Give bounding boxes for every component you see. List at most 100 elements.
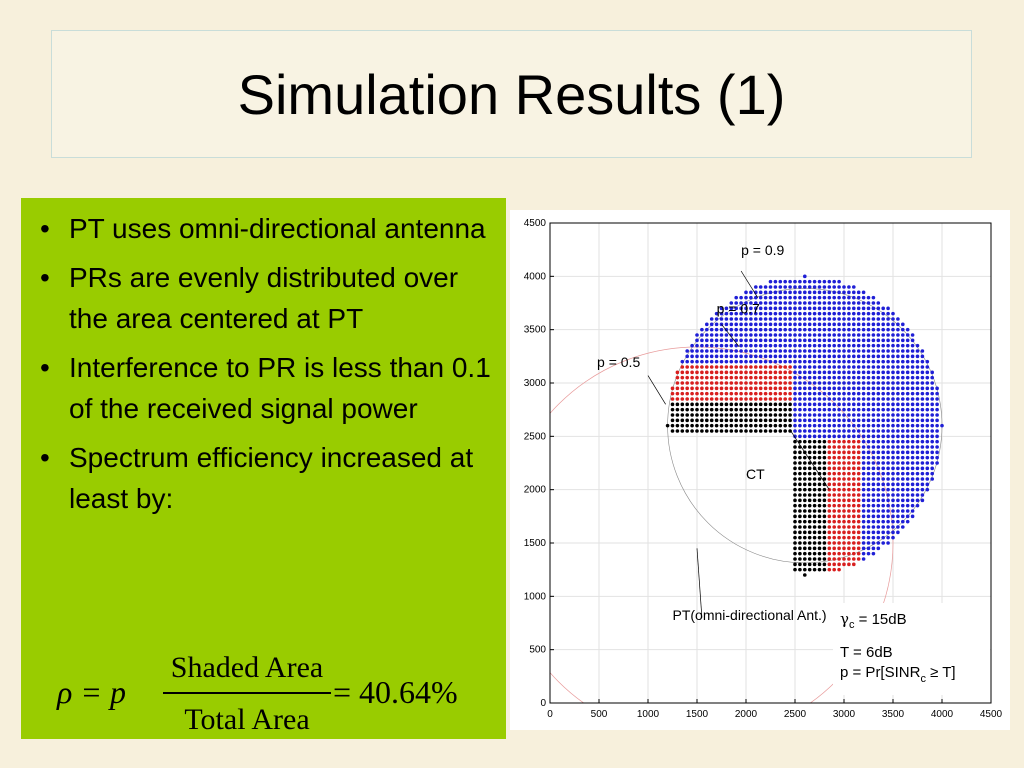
receiver-dot [680,407,685,412]
receiver-dot [876,477,881,481]
receiver-dot [783,343,787,348]
receiver-dot [719,423,724,428]
receiver-dot [719,386,724,391]
receiver-dot [690,429,694,433]
receiver-dot [832,557,836,561]
receiver-dot [837,530,841,535]
receiver-dot [891,455,895,460]
receiver-dot [788,311,792,316]
receiver-dot [700,375,704,380]
receiver-dot [881,509,885,513]
receiver-dot [827,525,832,529]
receiver-dot [837,551,841,556]
receiver-dot [719,311,724,316]
receiver-dot [817,546,822,551]
receiver-dot [881,477,885,481]
receiver-dot [744,295,748,300]
receiver-dot [837,370,841,375]
legend-gamma-value: = 15dB [854,611,906,628]
receiver-dot [866,455,871,460]
receiver-dot [886,375,890,380]
receiver-dot [803,466,807,471]
receiver-dot [680,391,685,396]
receiver-dot [744,301,748,305]
receiver-dot [773,306,778,311]
receiver-dot [719,333,724,337]
receiver-dot [719,407,724,412]
receiver-dot [700,327,704,332]
receiver-dot [807,434,812,439]
receiver-dot [734,381,738,385]
receiver-dot [837,397,841,401]
receiver-dot [812,487,817,492]
receiver-dot [925,375,930,380]
receiver-dot [876,546,881,551]
receiver-dot [881,519,885,524]
receiver-dot [832,327,836,332]
receiver-dot [842,295,846,300]
receiver-dot [832,541,836,545]
receiver-dot [690,343,694,348]
receiver-dot [739,327,743,332]
receiver-dot [817,418,822,423]
receiver-dot [793,338,797,343]
receiver-dot [739,407,743,412]
receiver-dot [754,402,758,407]
receiver-dot [837,311,841,316]
receiver-dot [837,567,841,572]
receiver-dot [827,285,832,289]
receiver-dot [783,359,787,364]
receiver-dot [915,365,920,369]
receiver-dot [876,391,881,396]
receiver-dot [827,557,832,561]
receiver-dot [798,477,802,481]
receiver-dot [807,295,812,300]
receiver-dot [798,466,802,471]
receiver-dot [798,311,802,316]
legend-line-t: T = 6dB [840,644,893,661]
receiver-dot [822,375,827,380]
receiver-dot [861,359,866,364]
receiver-dot [871,381,876,385]
receiver-dot [739,418,743,423]
receiver-dot [729,429,734,433]
receiver-dot [847,386,851,391]
receiver-dot [861,519,866,524]
receiver-dot [783,407,787,412]
receiver-dot [901,381,905,385]
receiver-dot [905,391,910,396]
receiver-dot [852,311,856,316]
receiver-dot [685,391,689,396]
receiver-dot [798,317,802,321]
receiver-dot [758,285,763,289]
receiver-dot [896,418,900,423]
receiver-dot [744,338,748,343]
receiver-dot [798,482,802,487]
receiver-dot [783,375,787,380]
receiver-dot [905,338,910,343]
receiver-dot [881,487,885,492]
receiver-dot [896,471,900,476]
receiver-dot [915,466,920,471]
receiver-dot [832,535,836,540]
receiver-dot [803,535,807,540]
receiver-dot [798,503,802,508]
receiver-dot [837,418,841,423]
receiver-dot [822,333,827,337]
receiver-dot [729,391,734,396]
receiver-dot [768,322,773,327]
receiver-dot [763,317,768,321]
receiver-dot [827,301,832,305]
receiver-dot [886,402,890,407]
chart-annotation: p = 0.9 [741,242,784,258]
receiver-dot [793,498,797,503]
receiver-dot [920,375,925,380]
receiver-dot [822,386,827,391]
receiver-dot [788,423,792,428]
receiver-dot [847,429,851,433]
receiver-dot [891,365,895,369]
receiver-dot [812,301,817,305]
receiver-dot [891,327,895,332]
receiver-dot [876,487,881,492]
receiver-dot [803,375,807,380]
